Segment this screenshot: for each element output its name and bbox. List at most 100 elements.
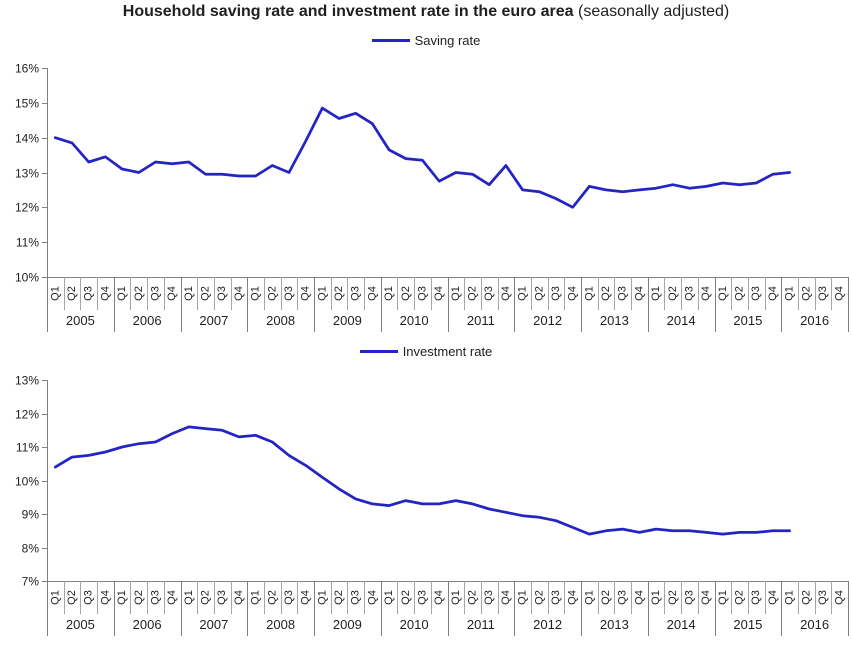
quarter-label: Q1 xyxy=(49,286,61,301)
quarter-label: Q1 xyxy=(250,590,262,605)
quarter-label: Q2 xyxy=(533,286,545,301)
y-tick-label: 15% xyxy=(15,97,39,111)
quarter-label: Q1 xyxy=(316,286,328,301)
quarter-label: Q2 xyxy=(467,286,479,301)
quarter-label: Q1 xyxy=(116,590,128,605)
title-subtitle: (seasonally adjusted) xyxy=(573,3,730,20)
quarter-label: Q2 xyxy=(800,590,812,605)
y-tick-label: 9% xyxy=(22,508,40,522)
quarter-label: Q1 xyxy=(717,286,729,301)
investment-rate-legend-line-icon xyxy=(359,349,398,353)
investment-rate-chart: 13% 12% 11% 10% 9% 8% 7% Q1 Q2 Q3 Q4 Q1 Q2 Q3 Q4 Q1 Q2 Q3… xyxy=(15,374,849,636)
quarter-label: Q2 xyxy=(600,286,612,301)
quarter-label: Q4 xyxy=(567,286,579,301)
quarter-label: Q2 xyxy=(600,590,612,605)
quarter-label: Q2 xyxy=(66,286,78,301)
saving-rate-line xyxy=(53,106,791,209)
quarter-label: Q2 xyxy=(200,286,212,301)
quarter-label: Q3 xyxy=(750,590,762,605)
y-tick-label: 13% xyxy=(15,167,39,181)
year-label: 2011 xyxy=(467,313,495,328)
quarter-label: Q4 xyxy=(500,590,512,605)
year-label: 2010 xyxy=(400,617,429,632)
quarter-label: Q1 xyxy=(717,590,729,605)
quarter-label: Q4 xyxy=(166,590,178,605)
quarter-label: Q2 xyxy=(467,590,479,605)
quarter-label: Q3 xyxy=(483,286,495,301)
investment-rate-legend: Investment rate xyxy=(0,342,852,360)
year-label: 2008 xyxy=(266,313,295,328)
quarter-label: Q4 xyxy=(233,286,245,301)
quarter-label: Q4 xyxy=(834,286,846,301)
quarter-label: Q4 xyxy=(633,590,645,605)
year-label: 2011 xyxy=(467,617,495,632)
quarter-label: Q1 xyxy=(784,286,796,301)
quarter-label: Q3 xyxy=(683,286,695,301)
quarter-label: Q4 xyxy=(300,590,312,605)
quarter-label: Q3 xyxy=(350,286,362,301)
page-title: Household saving rate and investment rat… xyxy=(0,3,852,21)
year-label: 2012 xyxy=(533,313,562,328)
quarter-label: Q1 xyxy=(250,286,262,301)
year-label: 2015 xyxy=(733,617,762,632)
saving-rate-chart: 16% 15% 14% 13% 12% 11% 10% Q1 Q2 Q3 Q4 Q1 Q2 Q3 Q4 Q1 Q… xyxy=(15,62,849,332)
quarter-label: Q1 xyxy=(650,286,662,301)
year-label: 2006 xyxy=(133,617,162,632)
quarter-label: Q4 xyxy=(233,590,245,605)
quarter-label: Q2 xyxy=(800,286,812,301)
quarter-label: Q4 xyxy=(834,590,846,605)
quarter-label: Q4 xyxy=(300,286,312,301)
quarter-label: Q3 xyxy=(216,590,228,605)
year-label: 2005 xyxy=(66,617,95,632)
quarter-label: Q2 xyxy=(66,590,78,605)
quarter-label: Q3 xyxy=(216,286,228,301)
year-label: 2006 xyxy=(133,313,162,328)
year-label: 2015 xyxy=(733,313,762,328)
year-label: 2008 xyxy=(266,617,295,632)
quarter-label: Q1 xyxy=(583,590,595,605)
quarter-label: Q4 xyxy=(366,590,378,605)
quarter-label: Q3 xyxy=(483,590,495,605)
year-label: 2009 xyxy=(333,617,362,632)
quarter-label: Q2 xyxy=(667,590,679,605)
quarter-label: Q1 xyxy=(517,590,529,605)
year-label: 2010 xyxy=(400,313,429,328)
title-main: Household saving rate and investment rat… xyxy=(122,3,574,20)
y-tick-label: 8% xyxy=(22,542,40,556)
year-label: 2012 xyxy=(533,617,562,632)
quarter-label: Q3 xyxy=(416,286,428,301)
quarter-label: Q4 xyxy=(500,286,512,301)
quarter-label: Q2 xyxy=(400,286,412,301)
year-label: 2007 xyxy=(199,617,228,632)
quarter-label: Q1 xyxy=(116,286,128,301)
year-label: 2009 xyxy=(333,313,362,328)
quarter-label: Q4 xyxy=(633,286,645,301)
quarter-label: Q4 xyxy=(433,590,445,605)
quarter-label: Q3 xyxy=(817,286,829,301)
quarter-label: Q3 xyxy=(149,286,161,301)
year-label: 2013 xyxy=(600,617,629,632)
quarter-label: Q1 xyxy=(49,590,61,605)
year-label: 2016 xyxy=(800,313,829,328)
year-label: 2013 xyxy=(600,313,629,328)
quarter-label: Q3 xyxy=(83,590,95,605)
y-tick-label: 11% xyxy=(16,441,39,455)
year-label: 2014 xyxy=(667,617,696,632)
quarter-label: Q3 xyxy=(283,590,295,605)
quarter-label: Q4 xyxy=(767,286,779,301)
quarter-label: Q4 xyxy=(567,590,579,605)
year-label: 2016 xyxy=(800,617,829,632)
quarter-label: Q2 xyxy=(133,286,145,301)
quarter-label: Q1 xyxy=(650,590,662,605)
quarter-label: Q2 xyxy=(533,590,545,605)
y-tick-label: 12% xyxy=(15,201,39,215)
quarter-label: Q3 xyxy=(750,286,762,301)
y-tick-label: 11% xyxy=(16,236,39,250)
quarter-label: Q2 xyxy=(200,590,212,605)
quarter-label: Q2 xyxy=(734,590,746,605)
y-tick-label: 10% xyxy=(15,271,39,285)
year-label: 2007 xyxy=(199,313,228,328)
quarter-label: Q3 xyxy=(149,590,161,605)
year-label: 2005 xyxy=(66,313,95,328)
y-tick-label: 16% xyxy=(15,62,39,76)
